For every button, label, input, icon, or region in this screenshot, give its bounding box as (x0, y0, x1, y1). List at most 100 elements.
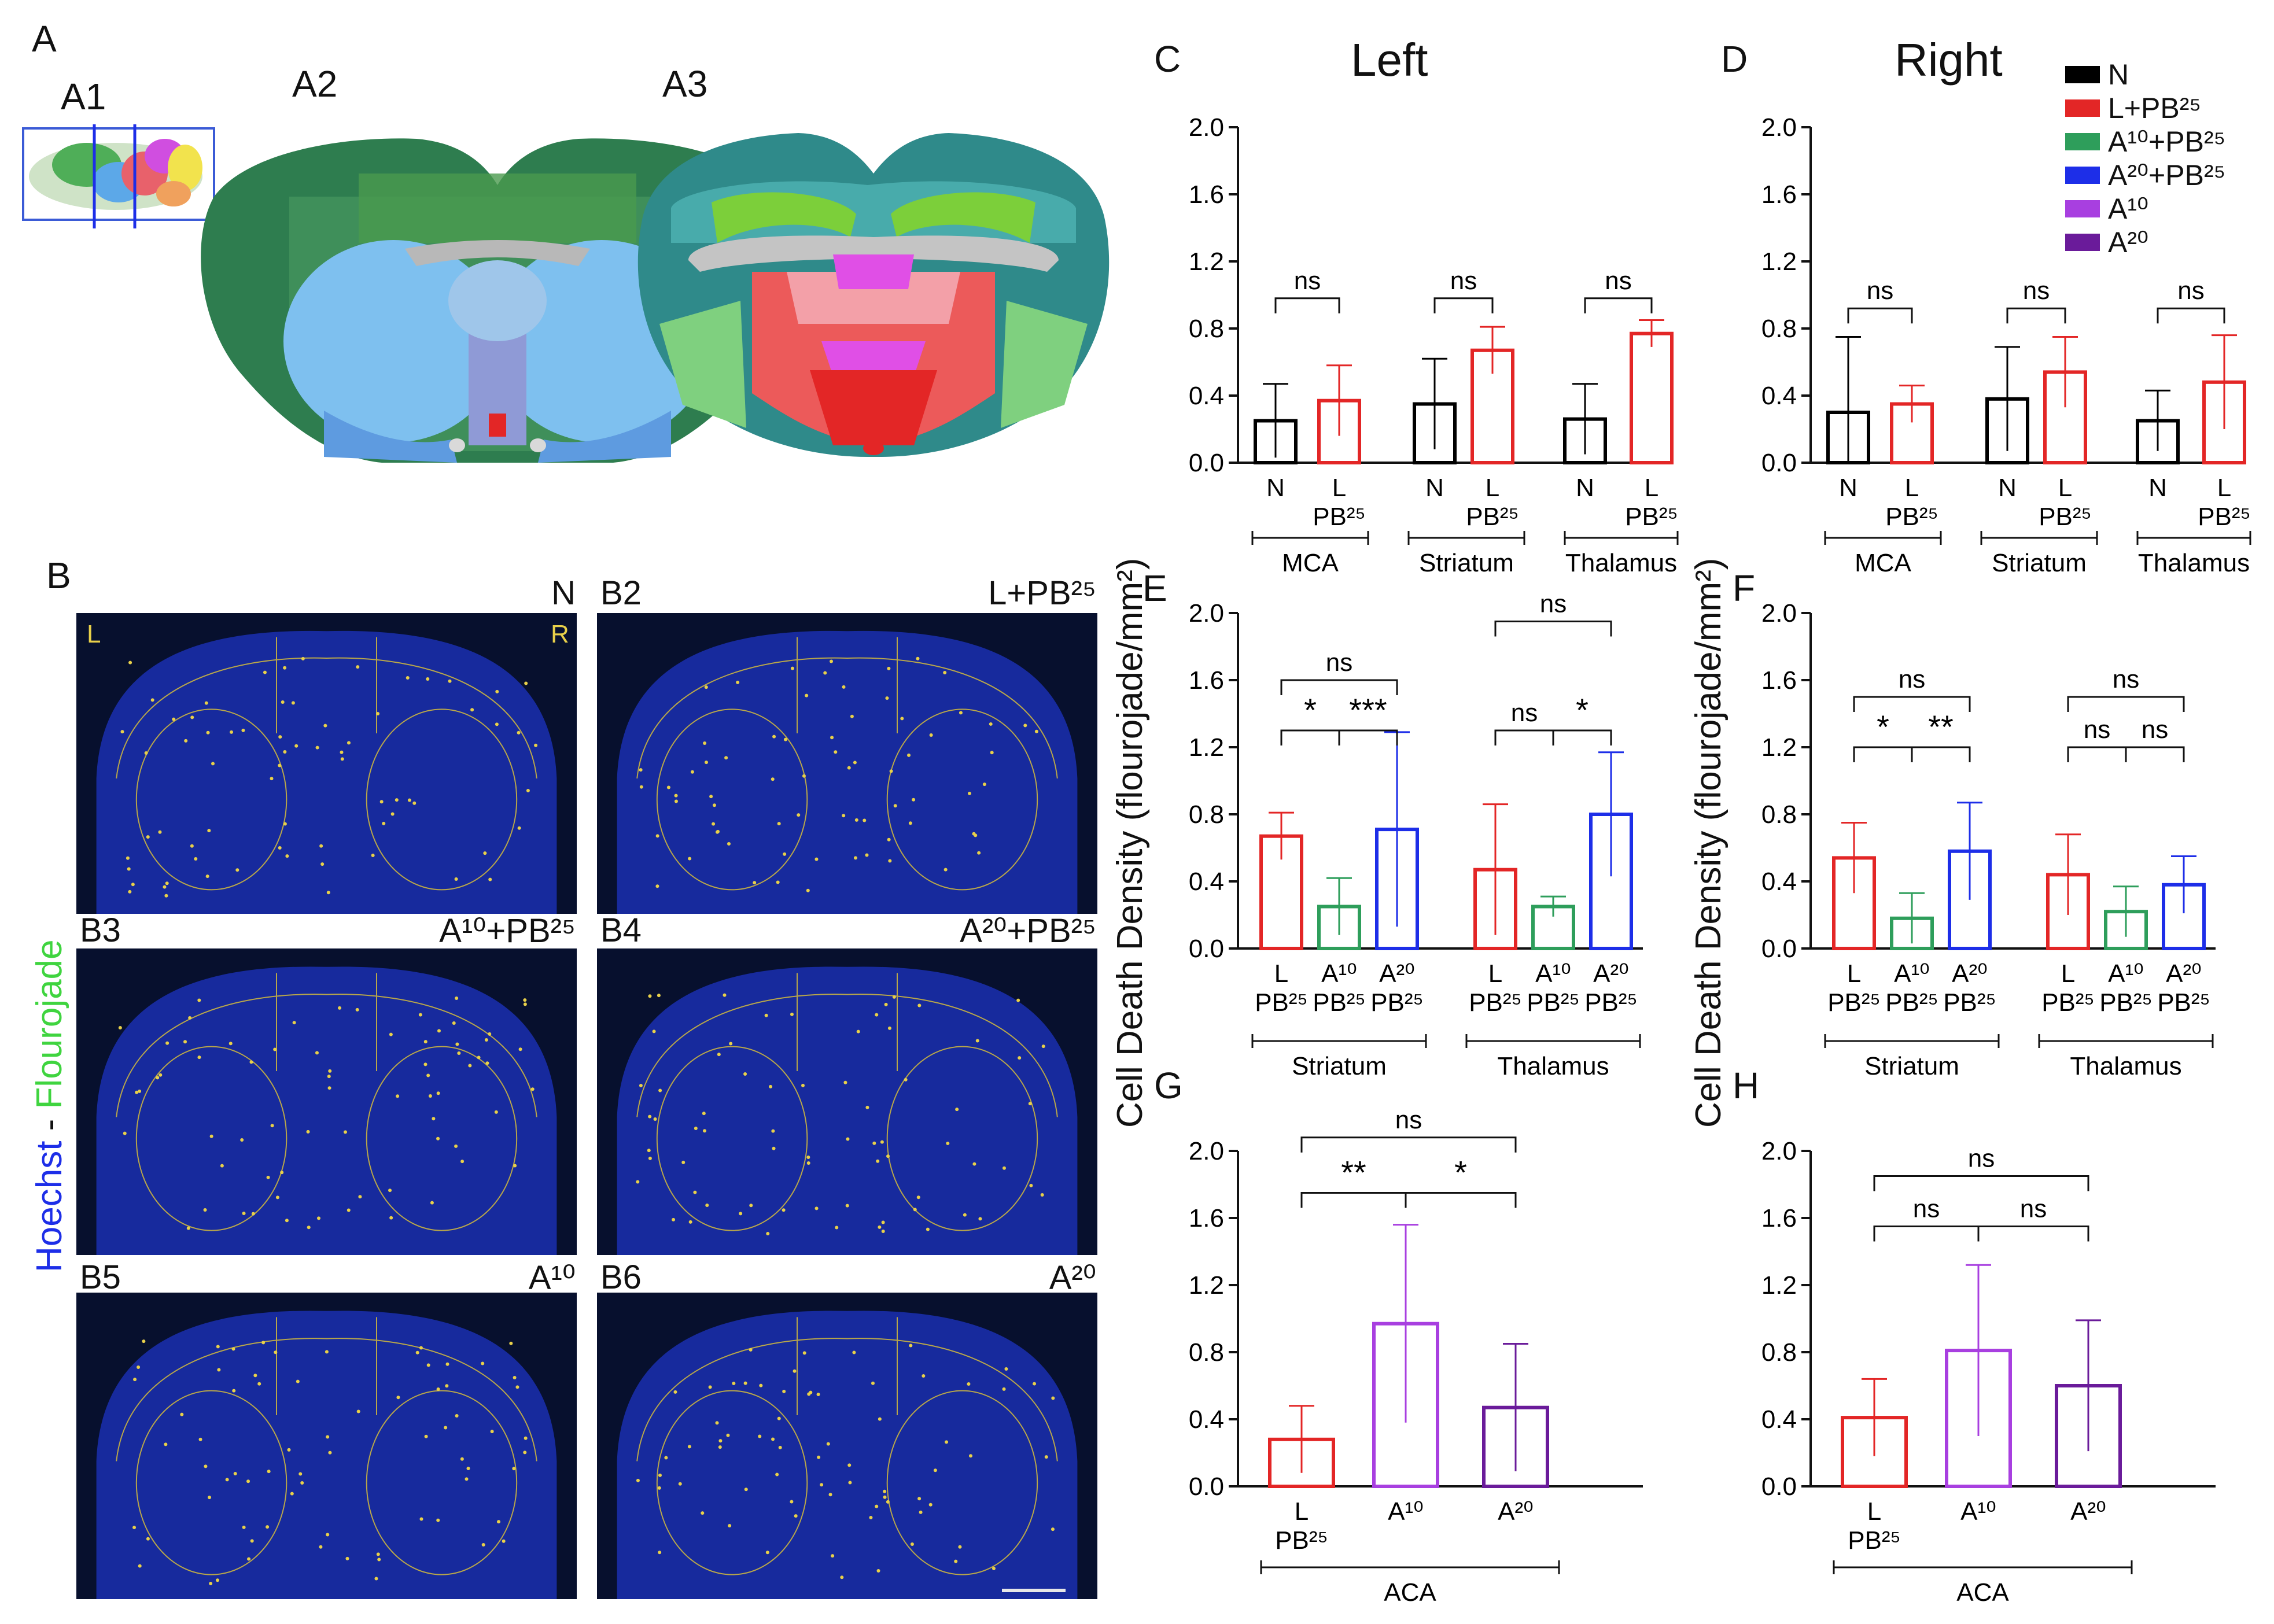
cell-marker (460, 1457, 464, 1461)
cell-marker (852, 1350, 856, 1354)
bar-label: N (1839, 474, 1857, 502)
cell-marker (396, 1094, 400, 1098)
micrograph-b5 (76, 1293, 577, 1599)
cell-marker (648, 994, 652, 998)
stain-label-flourojade: Flourojade (30, 939, 69, 1109)
y-tick-label: 0.4 (1189, 382, 1224, 410)
cell-marker (917, 1497, 922, 1501)
significance-bracket (1494, 621, 1612, 637)
cell-marker (928, 1503, 933, 1507)
cell-marker (703, 1129, 707, 1133)
cell-marker (172, 717, 176, 721)
y-tick-label: 2.0 (1189, 113, 1224, 142)
cell-marker (764, 1013, 768, 1017)
cell-marker (765, 1551, 769, 1555)
cell-marker (743, 1072, 747, 1076)
tissue-section (96, 630, 557, 914)
region-outline (116, 1338, 537, 1461)
cell-marker (448, 679, 452, 683)
cell-marker (307, 1226, 311, 1230)
cell-marker (1018, 1056, 1022, 1060)
cell-marker (457, 1051, 461, 1055)
bar-label: L (2061, 959, 2075, 988)
cell-marker (146, 835, 150, 839)
cell-marker (1004, 1367, 1008, 1371)
cell-marker (778, 1445, 782, 1449)
cell-marker (406, 676, 410, 680)
y-tick-label: 0.4 (1761, 382, 1797, 410)
legend-item: A²⁰ (2065, 226, 2268, 259)
micrograph-b5-tissue (96, 1311, 557, 1599)
group-label: Striatum (1992, 549, 2087, 577)
cell-marker (436, 1387, 440, 1392)
cell-marker (688, 1220, 692, 1224)
cell-marker (278, 735, 282, 739)
cell-marker (294, 744, 298, 748)
legend-item: A¹⁰ (2065, 192, 2268, 226)
cell-marker (415, 1350, 419, 1354)
panel-label-c: C (1154, 38, 1181, 80)
significance-label: ns (2113, 665, 2139, 693)
panel-label-a2: A2 (292, 63, 338, 105)
significance-bracket (1280, 679, 1398, 695)
cell-marker (831, 1554, 835, 1558)
significance-label: ns (1395, 1106, 1422, 1134)
micrograph-b2-tissue (617, 630, 1078, 914)
y-tick-label: 2.0 (1761, 113, 1797, 142)
cell-marker (674, 799, 678, 803)
panel-label-h: H (1733, 1065, 1760, 1106)
bar-label: A¹⁰ (1388, 1497, 1424, 1526)
cell-marker (340, 750, 344, 754)
cell-marker (253, 1374, 257, 1378)
cell-marker (919, 1510, 923, 1514)
cell-marker (233, 1472, 237, 1475)
cell-marker (424, 1434, 428, 1438)
cell-marker (165, 881, 169, 885)
cell-marker (878, 1225, 882, 1229)
cell-marker (790, 666, 794, 670)
striatum-outline-left (656, 708, 808, 891)
significance-label: ** (1341, 1154, 1366, 1191)
cell-marker (283, 822, 287, 826)
cell-marker (1041, 1044, 1045, 1049)
cell-marker (703, 741, 707, 745)
cell-marker (766, 1232, 770, 1236)
cell-marker (888, 859, 892, 863)
cell-marker (208, 1496, 212, 1500)
cell-marker (285, 854, 289, 858)
cell-marker (955, 1108, 959, 1112)
cell-marker (968, 1454, 972, 1458)
cell-marker (681, 1160, 685, 1164)
cell-marker (1028, 1102, 1032, 1106)
cell-marker (759, 1383, 763, 1387)
cell-marker (853, 856, 857, 860)
cell-marker (881, 1220, 885, 1224)
striatum-outline-right (366, 1390, 518, 1575)
cell-marker (292, 1021, 296, 1025)
significance-label: * (1304, 692, 1317, 728)
significance-bracket (1280, 729, 1340, 745)
cell-marker (916, 656, 920, 660)
cell-marker (280, 1171, 284, 1175)
cell-marker (484, 1038, 488, 1042)
bar-label: N (1425, 474, 1444, 502)
group-label: MCA (1282, 549, 1339, 577)
cell-marker (274, 1350, 278, 1354)
cell-marker (727, 842, 731, 846)
cell-marker (430, 1201, 434, 1205)
cell-marker (127, 867, 131, 871)
group-label: Thalamus (2070, 1052, 2181, 1080)
cell-marker (150, 698, 154, 702)
cell-marker (327, 1086, 331, 1090)
tissue-section (96, 1311, 557, 1599)
bar-label: A²⁰ (2070, 1497, 2106, 1526)
striatum-outline-right (886, 1390, 1038, 1575)
cell-marker (990, 751, 994, 755)
panel-label-a: A (32, 18, 57, 60)
cell-marker (743, 1381, 747, 1385)
cell-marker (922, 1374, 926, 1378)
cell-marker (816, 1393, 820, 1397)
cell-marker (390, 812, 395, 816)
cell-marker (146, 1537, 150, 1541)
